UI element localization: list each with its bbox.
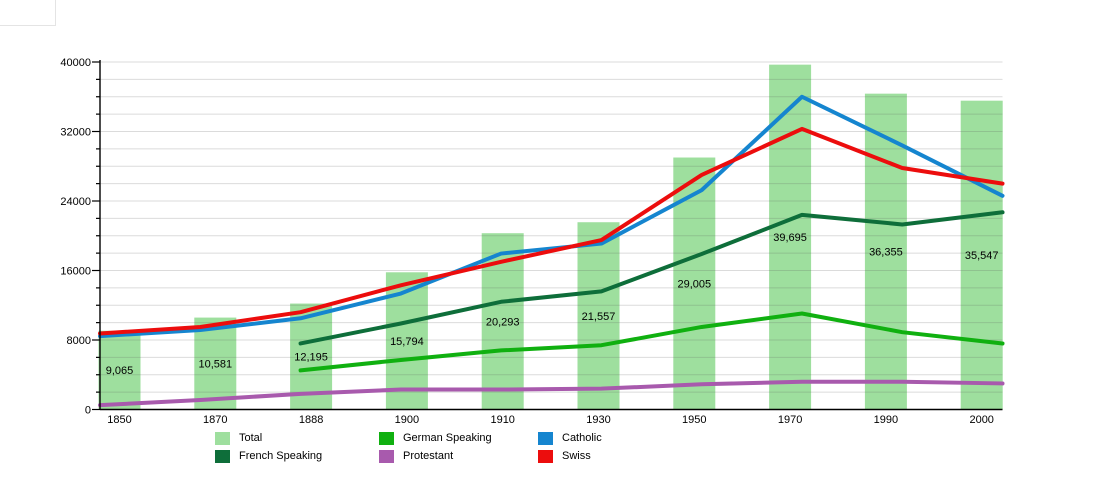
x-tick-label: 2000	[969, 414, 993, 426]
legend-label: Total	[239, 432, 263, 444]
x-tick-label: 1970	[778, 414, 802, 426]
legend-label: Catholic	[562, 432, 602, 444]
legend-swatch	[538, 449, 553, 463]
bar-2000	[960, 100, 1003, 410]
x-tick-label: 1900	[395, 414, 419, 426]
legend-swatch	[379, 431, 394, 445]
y-tick-label: 16000	[60, 266, 91, 278]
bar-1930	[577, 222, 620, 410]
bar-value-label: 12,195	[294, 352, 328, 364]
line-catholic	[98, 94, 1005, 339]
x-tick-label: 1930	[586, 414, 610, 426]
legend-label: French Speaking	[239, 450, 323, 462]
x-tick-label: 1990	[874, 414, 898, 426]
x-tick-label: 1850	[107, 414, 131, 426]
x-tick-label: 1870	[203, 414, 227, 426]
y-tick-label: 8000	[67, 335, 91, 347]
bar-1850	[98, 330, 141, 410]
legend-item-french-speaking: French Speaking	[215, 449, 322, 463]
x-tick-label: 1888	[299, 414, 323, 426]
x-tick-label: 1950	[682, 414, 706, 426]
bar-value-label: 15,794	[390, 336, 424, 348]
line-swiss	[98, 126, 1005, 336]
legend-swatch	[215, 449, 230, 463]
y-tick-label: 40000	[60, 57, 91, 69]
legend-item-german-speaking: German Speaking	[379, 431, 492, 445]
legend-label: German Speaking	[403, 432, 492, 444]
y-tick-label: 32000	[60, 127, 91, 139]
corner-artifact	[0, 0, 56, 26]
bar-value-label: 36,355	[869, 247, 903, 259]
line-french-speaking	[298, 210, 1005, 346]
legend-swatch	[379, 449, 394, 463]
legend-item-swiss: Swiss	[538, 449, 591, 463]
line-protestant	[98, 379, 1005, 408]
y-tick-label: 0	[85, 405, 91, 417]
line-german-speaking	[298, 311, 1005, 373]
bar-value-label: 10,581	[198, 359, 232, 371]
legend-item-total: Total	[215, 431, 262, 445]
legend-label: Swiss	[562, 450, 591, 462]
bar-value-label: 21,557	[582, 311, 616, 323]
y-tick-label: 24000	[60, 196, 91, 208]
legend-label: Protestant	[403, 450, 454, 462]
legend-item-protestant: Protestant	[379, 449, 453, 463]
bar-value-label: 35,547	[965, 250, 999, 262]
bar-1870	[194, 317, 237, 410]
bar-value-label: 29,005	[677, 279, 711, 291]
bar-value-label: 9,065	[106, 365, 134, 377]
legend-item-catholic: Catholic	[538, 431, 602, 445]
legend-swatch	[215, 431, 230, 445]
bar-value-label: 20,293	[486, 316, 520, 328]
x-tick-label: 1910	[490, 414, 514, 426]
bar-value-label: 39,695	[773, 232, 807, 244]
legend-swatch	[538, 431, 553, 445]
